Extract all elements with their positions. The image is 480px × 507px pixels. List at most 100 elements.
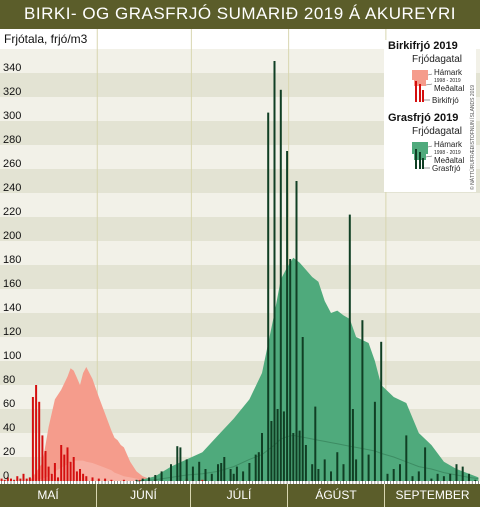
y-tick-label: 220: [3, 206, 21, 218]
birch-daily-bar: [110, 479, 113, 481]
grass-daily-bar: [257, 452, 260, 481]
copyright-credit: © NÁTTÚRUFRÆÐISTOFNUN ÍSLANDS 2019: [470, 85, 476, 190]
birch-daily-bar: [79, 469, 81, 481]
grass-daily-bar: [279, 89, 282, 482]
legend-birch-bar-1: [415, 81, 417, 102]
y-tick-label: 240: [3, 182, 21, 194]
grass-daily-bar: [191, 466, 194, 481]
legend-grass-mean-label: Meðaltal: [434, 156, 465, 165]
month-separator: [287, 484, 288, 507]
grass-daily-bar: [217, 464, 219, 481]
birch-daily-bar: [122, 479, 125, 481]
legend-birch-count-label: Frjódagatal: [412, 54, 463, 65]
birch-daily-bar: [0, 478, 3, 481]
legend: Birkifrjó 2019 Frjódagatal Hámark 1998 -…: [384, 40, 476, 192]
grass-daily-bar: [367, 454, 370, 481]
y-tick-label: 280: [3, 134, 21, 146]
grass-daily-bar: [348, 214, 351, 481]
chart-title: BIRKI- OG GRASFRJÓ SUMARIÐ 2019 Á AKUREY…: [24, 4, 456, 23]
legend-birch-max-swatch: [412, 70, 428, 80]
grass-daily-bar: [468, 473, 470, 481]
y-tick-label: 140: [3, 302, 21, 314]
y-tick-label: 180: [3, 254, 21, 266]
birch-daily-bar: [35, 385, 38, 481]
birch-daily-bar: [69, 461, 72, 481]
grass-max-area: [136, 257, 479, 481]
grid-band: [0, 289, 480, 313]
y-tick-label: 200: [3, 230, 21, 242]
legend-grass-max-label: Hámark: [434, 140, 463, 149]
grass-daily-bar: [314, 406, 317, 481]
y-tick-label: 160: [3, 278, 21, 290]
grass-daily-bar: [442, 476, 445, 481]
grass-daily-bar: [185, 459, 188, 481]
y-tick-label: 40: [3, 422, 15, 434]
legend-swatches: [412, 70, 433, 169]
legend-birch-mean-label: Meðaltal: [434, 84, 465, 93]
month-label-july: JÚLÍ: [226, 488, 252, 502]
daily-bars: [0, 61, 477, 482]
grass-daily-bar: [455, 464, 458, 481]
birch-daily-bar: [57, 477, 59, 481]
birch-daily-bar: [13, 479, 16, 481]
y-tick-label: 260: [3, 158, 21, 170]
grass-daily-bar: [361, 320, 364, 481]
birch-daily-bar: [25, 478, 28, 481]
birch-daily-bar: [19, 478, 22, 481]
grass-daily-bar: [351, 409, 354, 481]
month-separator: [96, 484, 97, 507]
birch-daily-bar: [38, 401, 41, 481]
grass-daily-bar: [373, 401, 376, 481]
grass-daily-bar: [242, 471, 245, 481]
grid-band: [0, 337, 480, 361]
birch-daily-bar: [97, 478, 100, 481]
birch-daily-bar: [66, 447, 69, 481]
y-tick-labels: 0 20 40 60 80 100 120 140 160 180 200 220 240 260 280 3…: [3, 62, 21, 482]
grass-daily-bar: [386, 473, 389, 481]
grass-daily-bar: [474, 479, 477, 481]
grass-daily-bar: [270, 421, 273, 481]
birch-daily-bar: [31, 397, 34, 481]
grass-daily-bar: [154, 475, 157, 481]
birch-daily-bar: [10, 478, 12, 481]
grid-band: [0, 217, 480, 241]
grid-band: [0, 313, 480, 337]
birch-daily-bar: [75, 471, 78, 481]
birch-daily-bar: [50, 473, 53, 481]
grid-band: [0, 193, 480, 217]
grass-daily-bar: [355, 459, 358, 481]
grass-daily-bar: [273, 61, 276, 481]
legend-grass-bar-3: [422, 158, 424, 169]
birch-daily-bar: [41, 435, 44, 481]
grass-daily-bar: [417, 471, 420, 481]
grass-daily-bar: [342, 464, 345, 481]
grass-daily-bar: [289, 259, 292, 481]
grass-daily-bar: [210, 473, 213, 481]
grass-daily-bar: [204, 469, 207, 481]
grass-daily-bar: [248, 463, 251, 481]
y-tick-label: 320: [3, 86, 21, 98]
legend-birch-series-label: Birkifrjó: [432, 96, 459, 105]
grass-daily-bar: [148, 477, 150, 481]
grass-daily-bar: [461, 466, 464, 481]
grass-daily-bar: [298, 430, 301, 481]
legend-birch-mean-swatch: [414, 80, 426, 86]
grass-daily-bar: [220, 463, 223, 481]
legend-grass-bar-1: [415, 149, 417, 169]
grid-band: [0, 265, 480, 289]
birch-daily-bar: [91, 477, 94, 481]
birch-daily-bar: [28, 477, 31, 481]
grass-daily-bar: [292, 433, 295, 481]
grass-daily-bar: [267, 112, 270, 481]
legend-birch-title: Birkifrjó 2019: [388, 40, 458, 52]
grass-daily-bar: [317, 469, 320, 481]
birch-daily-bar: [72, 457, 75, 481]
legend-birch-max-years: 1998 - 2019: [434, 78, 461, 84]
grass-daily-bar: [411, 476, 414, 481]
grass-mean-line: [136, 434, 479, 482]
y-tick-label: 100: [3, 350, 21, 362]
grass-daily-bar: [436, 473, 439, 481]
grass-daily-bar: [232, 473, 235, 481]
month-axis: MAÍ JÚNÍ JÚLÍ ÁGÚST SEPTEMBER: [0, 484, 480, 507]
